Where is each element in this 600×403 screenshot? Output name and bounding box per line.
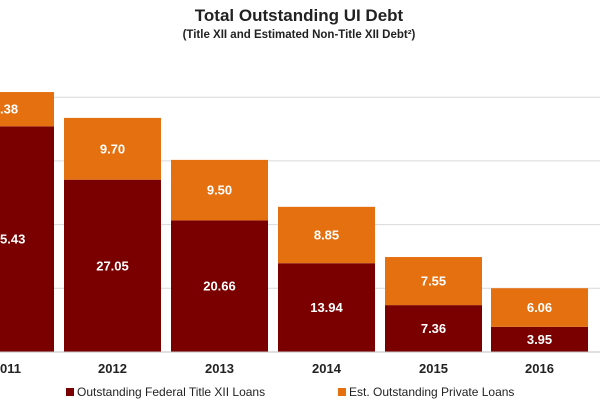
x-tick-label: 2013 [205,361,234,376]
x-tick-label: 2015 [419,361,448,376]
bar-federal-2011 [0,126,54,352]
x-tick-label: 2012 [98,361,127,376]
chart-subtitle: (Title XII and Estimated Non-Title XII D… [183,29,416,41]
bar-label: 7.36 [421,321,446,336]
x-tick-label: 2016 [525,361,554,376]
bar-label: 7.55 [421,274,446,289]
bar-label: 9.50 [207,183,232,198]
x-axis-ticks: 011 2012 2013 2014 2015 2016 [0,351,600,376]
x-tick-label: 2014 [312,361,342,376]
bar-private-2013 [171,159,268,221]
bar-private-2011 [0,92,54,127]
bar-label: 6.06 [527,300,552,315]
bar-federal-2016 [491,326,588,352]
x-tick-label: 011 [0,361,21,376]
legend-label: Outstanding Federal Title XII Loans [77,385,265,399]
bar-label: 5.43 [0,232,25,247]
bar-label: 27.05 [96,258,129,273]
legend: Outstanding Federal Title XII Loans Est. … [66,385,514,399]
legend-label: Est. Outstanding Private Loans [349,385,514,399]
bar-federal-2015 [385,305,482,352]
bar-private-2016 [491,288,588,327]
bar-federal-2012 [64,179,161,352]
legend-swatch [338,388,346,396]
bar-private-2015 [385,257,482,306]
legend-swatch [66,388,74,396]
bar-private-2012 [64,117,161,180]
bar-federal-2014 [278,263,375,352]
bar-federal-2013 [171,220,268,352]
bar-label: 20.66 [203,279,236,294]
chart-title: Total Outstanding UI Debt [195,6,404,25]
bar-label: .38 [0,102,18,117]
bar-label: 3.95 [527,332,552,347]
bar-label: 8.85 [314,228,339,243]
bar-label: 9.70 [100,141,125,156]
bar-private-2014 [278,206,375,264]
bar-label: 13.94 [310,300,343,315]
bars: 5.43 .38 27.05 9.70 20.66 9.50 13.94 8.85 7.36 7.… [0,92,588,352]
